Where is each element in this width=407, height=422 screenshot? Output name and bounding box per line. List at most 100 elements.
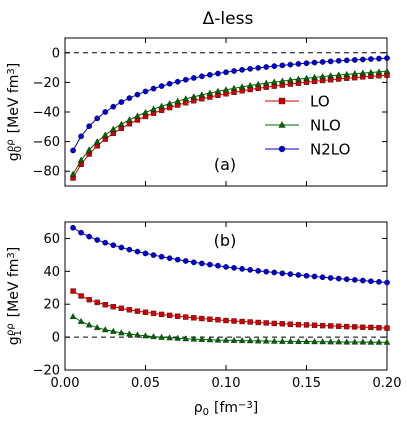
data-point-nlo — [174, 97, 181, 104]
data-point-nlo — [93, 324, 101, 331]
data-point-n2lo — [279, 62, 286, 69]
y-tick-label: −20 — [33, 76, 60, 91]
data-point-n2lo — [199, 73, 205, 80]
data-point-nlo — [335, 338, 342, 345]
data-point-lo — [118, 305, 124, 311]
data-point-n2lo — [271, 63, 278, 69]
data-point-nlo — [77, 156, 85, 163]
data-point-n2lo — [126, 246, 133, 253]
data-point-n2lo — [327, 275, 334, 281]
data-point-lo — [255, 319, 261, 326]
data-point-lo — [70, 288, 76, 294]
series-line-n2lo — [72, 227, 388, 284]
data-point-nlo — [359, 69, 367, 76]
y-tick-label: −80 — [33, 165, 60, 180]
data-point-nlo — [271, 78, 278, 85]
data-point-nlo — [134, 112, 141, 119]
data-point-n2lo — [255, 65, 262, 71]
data-point-n2lo — [384, 279, 390, 286]
data-point-nlo — [182, 95, 190, 102]
data-point-nlo — [85, 321, 93, 328]
data-point-nlo — [126, 330, 133, 337]
data-point-n2lo — [126, 95, 133, 101]
data-point-nlo — [367, 338, 375, 345]
data-point-lo — [199, 315, 205, 322]
data-point-lo — [368, 324, 374, 331]
data-point-nlo — [142, 332, 149, 339]
x-tick-label: 0.20 — [373, 376, 402, 391]
data-point-n2lo — [78, 133, 84, 140]
series-line-nlo — [72, 316, 387, 343]
data-point-lo — [166, 312, 173, 319]
data-point-nlo — [375, 338, 383, 345]
data-point-n2lo — [327, 58, 334, 65]
data-point-n2lo — [86, 233, 93, 240]
data-point-nlo — [206, 89, 214, 96]
data-point-lo — [150, 310, 157, 317]
data-point-n2lo — [319, 274, 326, 281]
data-point-n2lo — [335, 275, 342, 282]
data-point-nlo — [335, 71, 342, 78]
data-point-n2lo — [207, 72, 213, 78]
data-point-n2lo — [102, 109, 109, 115]
data-point-nlo — [142, 108, 149, 115]
y-tick-label: −40 — [33, 106, 60, 121]
data-point-lo — [295, 321, 302, 328]
data-point-n2lo — [142, 250, 149, 257]
data-point-nlo — [150, 333, 157, 340]
data-point-nlo — [295, 75, 302, 82]
series-line-lo — [72, 74, 388, 179]
legend-label-lo: LO — [310, 93, 330, 111]
data-point-n2lo — [158, 253, 165, 260]
data-point-n2lo — [255, 267, 262, 274]
data-point-nlo — [198, 91, 206, 98]
data-point-n2lo — [174, 256, 181, 263]
data-point-n2lo — [368, 278, 374, 285]
data-point-n2lo — [199, 260, 205, 267]
y-tick-label: 20 — [43, 298, 60, 313]
data-point-nlo — [118, 120, 125, 127]
data-point-n2lo — [94, 115, 101, 122]
data-point-n2lo — [376, 55, 382, 62]
data-point-n2lo — [311, 59, 318, 66]
data-point-lo — [287, 321, 294, 327]
data-point-n2lo — [303, 60, 310, 67]
data-point-nlo — [246, 337, 254, 344]
data-point-nlo — [327, 72, 334, 79]
data-point-n2lo — [295, 61, 302, 67]
data-point-nlo — [101, 326, 109, 333]
data-point-n2lo — [150, 252, 157, 258]
data-point-lo — [102, 302, 108, 308]
data-point-n2lo — [303, 272, 310, 279]
data-point-lo — [86, 296, 92, 303]
x-axis-label: ρ0 [fm−3] — [194, 400, 259, 418]
data-point-nlo — [287, 76, 294, 83]
data-point-nlo — [222, 86, 230, 93]
data-point-nlo — [262, 79, 270, 86]
data-point-n2lo — [319, 59, 326, 65]
data-point-nlo — [158, 333, 165, 340]
data-point-n2lo — [150, 85, 157, 92]
data-point-n2lo — [271, 269, 278, 276]
data-point-nlo — [271, 337, 278, 344]
data-point-n2lo — [247, 267, 253, 273]
data-point-n2lo — [287, 271, 294, 277]
x-tick-label: 0.05 — [131, 376, 160, 391]
data-point-n2lo — [134, 248, 141, 255]
data-point-nlo — [166, 334, 173, 341]
data-point-nlo — [319, 73, 326, 80]
data-point-lo — [344, 323, 350, 330]
data-point-n2lo — [215, 70, 221, 77]
data-point-nlo — [319, 338, 326, 345]
data-point-n2lo — [335, 57, 342, 64]
data-point-lo — [376, 325, 382, 331]
data-point-nlo — [69, 170, 77, 177]
data-point-nlo — [134, 331, 141, 338]
data-point-nlo — [198, 335, 206, 342]
series-line-lo — [72, 290, 388, 329]
data-point-nlo — [85, 146, 93, 153]
data-point-n2lo — [263, 268, 270, 275]
data-point-n2lo — [134, 91, 141, 98]
data-point-nlo — [279, 77, 286, 84]
data-point-nlo — [238, 337, 246, 344]
